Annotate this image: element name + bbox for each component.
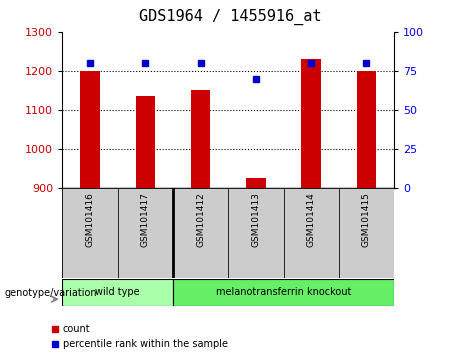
Bar bbox=[246, 178, 266, 188]
Bar bbox=[173, 188, 228, 278]
Legend: count, percentile rank within the sample: count, percentile rank within the sample bbox=[51, 324, 228, 349]
Text: GSM101416: GSM101416 bbox=[85, 192, 95, 247]
Text: genotype/variation: genotype/variation bbox=[5, 288, 97, 298]
Text: GSM101414: GSM101414 bbox=[307, 192, 316, 247]
Bar bbox=[357, 71, 376, 188]
Bar bbox=[173, 279, 394, 306]
Text: wild type: wild type bbox=[95, 287, 140, 297]
Bar bbox=[339, 188, 394, 278]
Bar bbox=[301, 59, 321, 188]
Text: GDS1964 / 1455916_at: GDS1964 / 1455916_at bbox=[139, 9, 322, 25]
Bar bbox=[62, 279, 173, 306]
Bar bbox=[136, 96, 155, 188]
Text: GSM101415: GSM101415 bbox=[362, 192, 371, 247]
Bar bbox=[284, 188, 339, 278]
Bar bbox=[80, 71, 100, 188]
Text: GSM101417: GSM101417 bbox=[141, 192, 150, 247]
Bar bbox=[228, 188, 284, 278]
Bar bbox=[191, 90, 210, 188]
Text: GSM101413: GSM101413 bbox=[251, 192, 260, 247]
Bar bbox=[62, 188, 118, 278]
Text: GSM101412: GSM101412 bbox=[196, 192, 205, 247]
Text: melanotransferrin knockout: melanotransferrin knockout bbox=[216, 287, 351, 297]
Bar bbox=[118, 188, 173, 278]
